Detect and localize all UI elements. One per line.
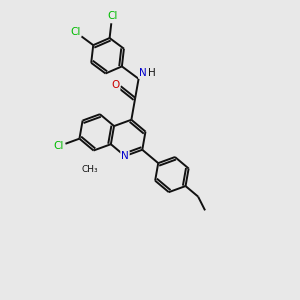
Text: N: N [139, 68, 146, 78]
Text: N: N [121, 151, 129, 161]
Text: CH₃: CH₃ [82, 165, 98, 174]
Text: Cl: Cl [107, 11, 117, 21]
Text: H: H [148, 68, 155, 78]
Text: Cl: Cl [53, 141, 64, 151]
Text: O: O [111, 80, 120, 90]
Text: Cl: Cl [70, 27, 80, 37]
